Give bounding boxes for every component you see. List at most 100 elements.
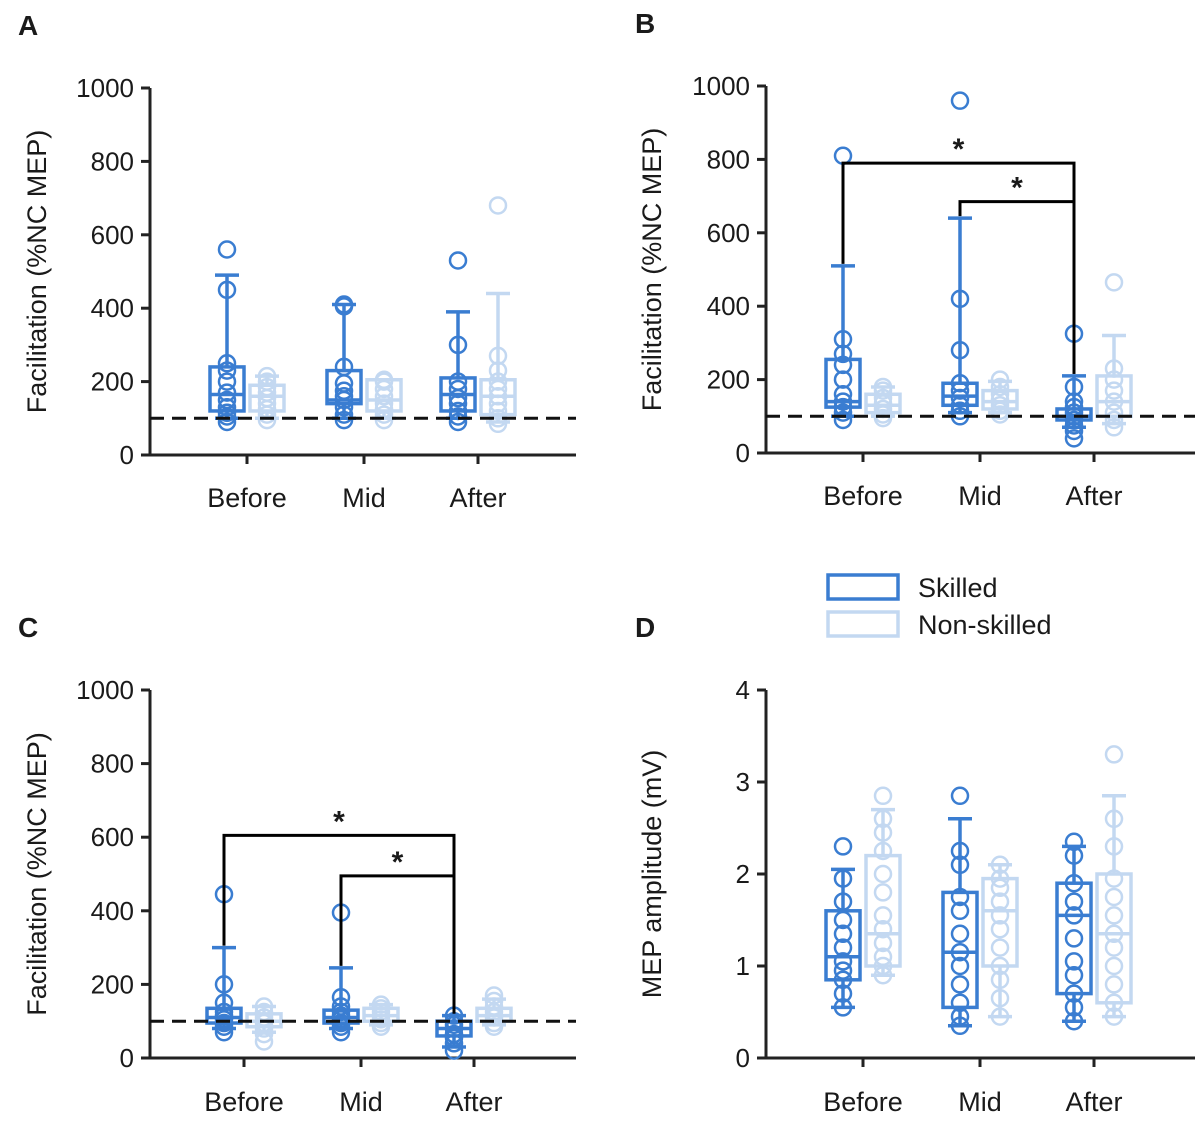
data-point	[257, 366, 277, 386]
bracket-line	[222, 833, 456, 1014]
data-point	[990, 869, 1010, 888]
data-point	[833, 892, 853, 911]
data-point	[1104, 887, 1124, 907]
data-point	[1104, 381, 1124, 400]
y-tick-label: 800	[707, 144, 750, 174]
data-point	[484, 991, 504, 1011]
data-point	[833, 869, 853, 888]
data-point	[990, 956, 1010, 976]
significance-label: *	[333, 805, 345, 838]
y-tick-label: 600	[707, 218, 750, 248]
data-point	[488, 401, 508, 421]
data-point	[990, 906, 1010, 925]
data-point	[873, 947, 893, 967]
data-point	[873, 377, 893, 397]
significance-label: *	[953, 133, 965, 166]
data-point	[950, 1016, 970, 1036]
y-axis-title: Facilitation (%NC MEP)	[22, 130, 52, 414]
data-point	[484, 986, 504, 1005]
iqr-box	[941, 890, 979, 1010]
data-point	[334, 295, 354, 314]
data-point	[873, 864, 893, 884]
data-point	[950, 396, 970, 415]
data-point	[950, 855, 970, 875]
panel-d: D 0 1 2 3 4 MEP amplitude (mV) Before Mid After	[635, 612, 1195, 1117]
data-point	[950, 841, 970, 861]
non-skilled-box-before	[864, 377, 902, 428]
category-label: Before	[207, 483, 287, 513]
data-point	[444, 1024, 464, 1044]
y-tick-label: 0	[120, 1043, 134, 1073]
data-point	[217, 412, 237, 432]
skilled-box-before	[205, 884, 243, 1042]
panel-a: A 0 200 400 600 800 1000 Facilitation (%NC MEP)…	[18, 10, 576, 513]
category-label: Mid	[958, 1087, 1002, 1117]
data-point	[217, 403, 237, 423]
y-axis-title: Facilitation (%NC MEP)	[22, 732, 52, 1016]
y-tick-label: 2	[736, 859, 750, 889]
data-point	[331, 997, 351, 1016]
data-point	[444, 1034, 464, 1053]
data-point	[950, 91, 970, 110]
data-point	[1064, 421, 1084, 441]
y-tick-label: 200	[707, 365, 750, 395]
non-skilled-box-mid	[981, 370, 1019, 424]
significance-bracket: *	[958, 172, 1076, 374]
data-point	[833, 403, 853, 422]
y-tick-label: 400	[707, 291, 750, 321]
data-point	[990, 892, 1010, 911]
data-point	[331, 1002, 351, 1022]
data-point	[833, 970, 853, 990]
y-tick-label: 1000	[692, 71, 750, 101]
data-point	[217, 398, 237, 417]
y-tick-label: 600	[91, 822, 134, 852]
data-point	[254, 1008, 274, 1027]
panel-c: C 0 200 400 600 800 1000 Facilitation (%NC MEP)…	[18, 612, 576, 1117]
data-point	[950, 942, 970, 962]
significance-bracket: *	[222, 805, 456, 1014]
y-tick-label: 4	[736, 675, 750, 705]
y-tick-label: 1000	[76, 675, 134, 705]
data-point	[950, 374, 970, 393]
significance-label: *	[1011, 172, 1023, 205]
data-point	[1104, 975, 1124, 994]
data-point	[950, 901, 970, 921]
data-point	[1064, 984, 1084, 1003]
non-skilled-box-after	[1095, 745, 1133, 1026]
y-axis-title: Facilitation (%NC MEP)	[637, 128, 667, 412]
data-point	[833, 910, 853, 930]
y-tick-label: 800	[91, 749, 134, 779]
data-point	[950, 993, 970, 1013]
category-label: Mid	[339, 1087, 383, 1117]
data-point	[873, 841, 893, 861]
panel-b: B 0 200 400 600 800 1000 Facilitation (%NC MEP)…	[635, 8, 1195, 511]
data-point	[254, 1032, 274, 1051]
data-point	[1064, 403, 1084, 422]
category-label: After	[445, 1087, 502, 1117]
y-tick-label: 1000	[76, 73, 134, 103]
y-tick-label: 400	[91, 896, 134, 926]
data-point	[833, 370, 853, 389]
data-point	[833, 410, 853, 430]
data-point	[448, 394, 468, 413]
data-point	[990, 396, 1010, 415]
data-point	[334, 381, 354, 401]
data-point	[873, 388, 893, 408]
data-point	[217, 383, 237, 402]
data-point	[1104, 809, 1124, 829]
data-point	[488, 387, 508, 406]
data-point	[1104, 924, 1124, 944]
data-point	[1064, 377, 1084, 397]
data-point	[331, 988, 351, 1007]
data-point	[488, 379, 508, 399]
data-point	[214, 993, 234, 1013]
panel-letter: D	[635, 612, 655, 643]
data-point	[950, 786, 970, 806]
data-point	[950, 1007, 970, 1026]
data-point	[1104, 392, 1124, 411]
data-point	[833, 329, 853, 349]
data-point	[990, 988, 1010, 1008]
data-point	[1104, 359, 1124, 378]
data-point	[1064, 429, 1084, 448]
data-point	[873, 883, 893, 902]
